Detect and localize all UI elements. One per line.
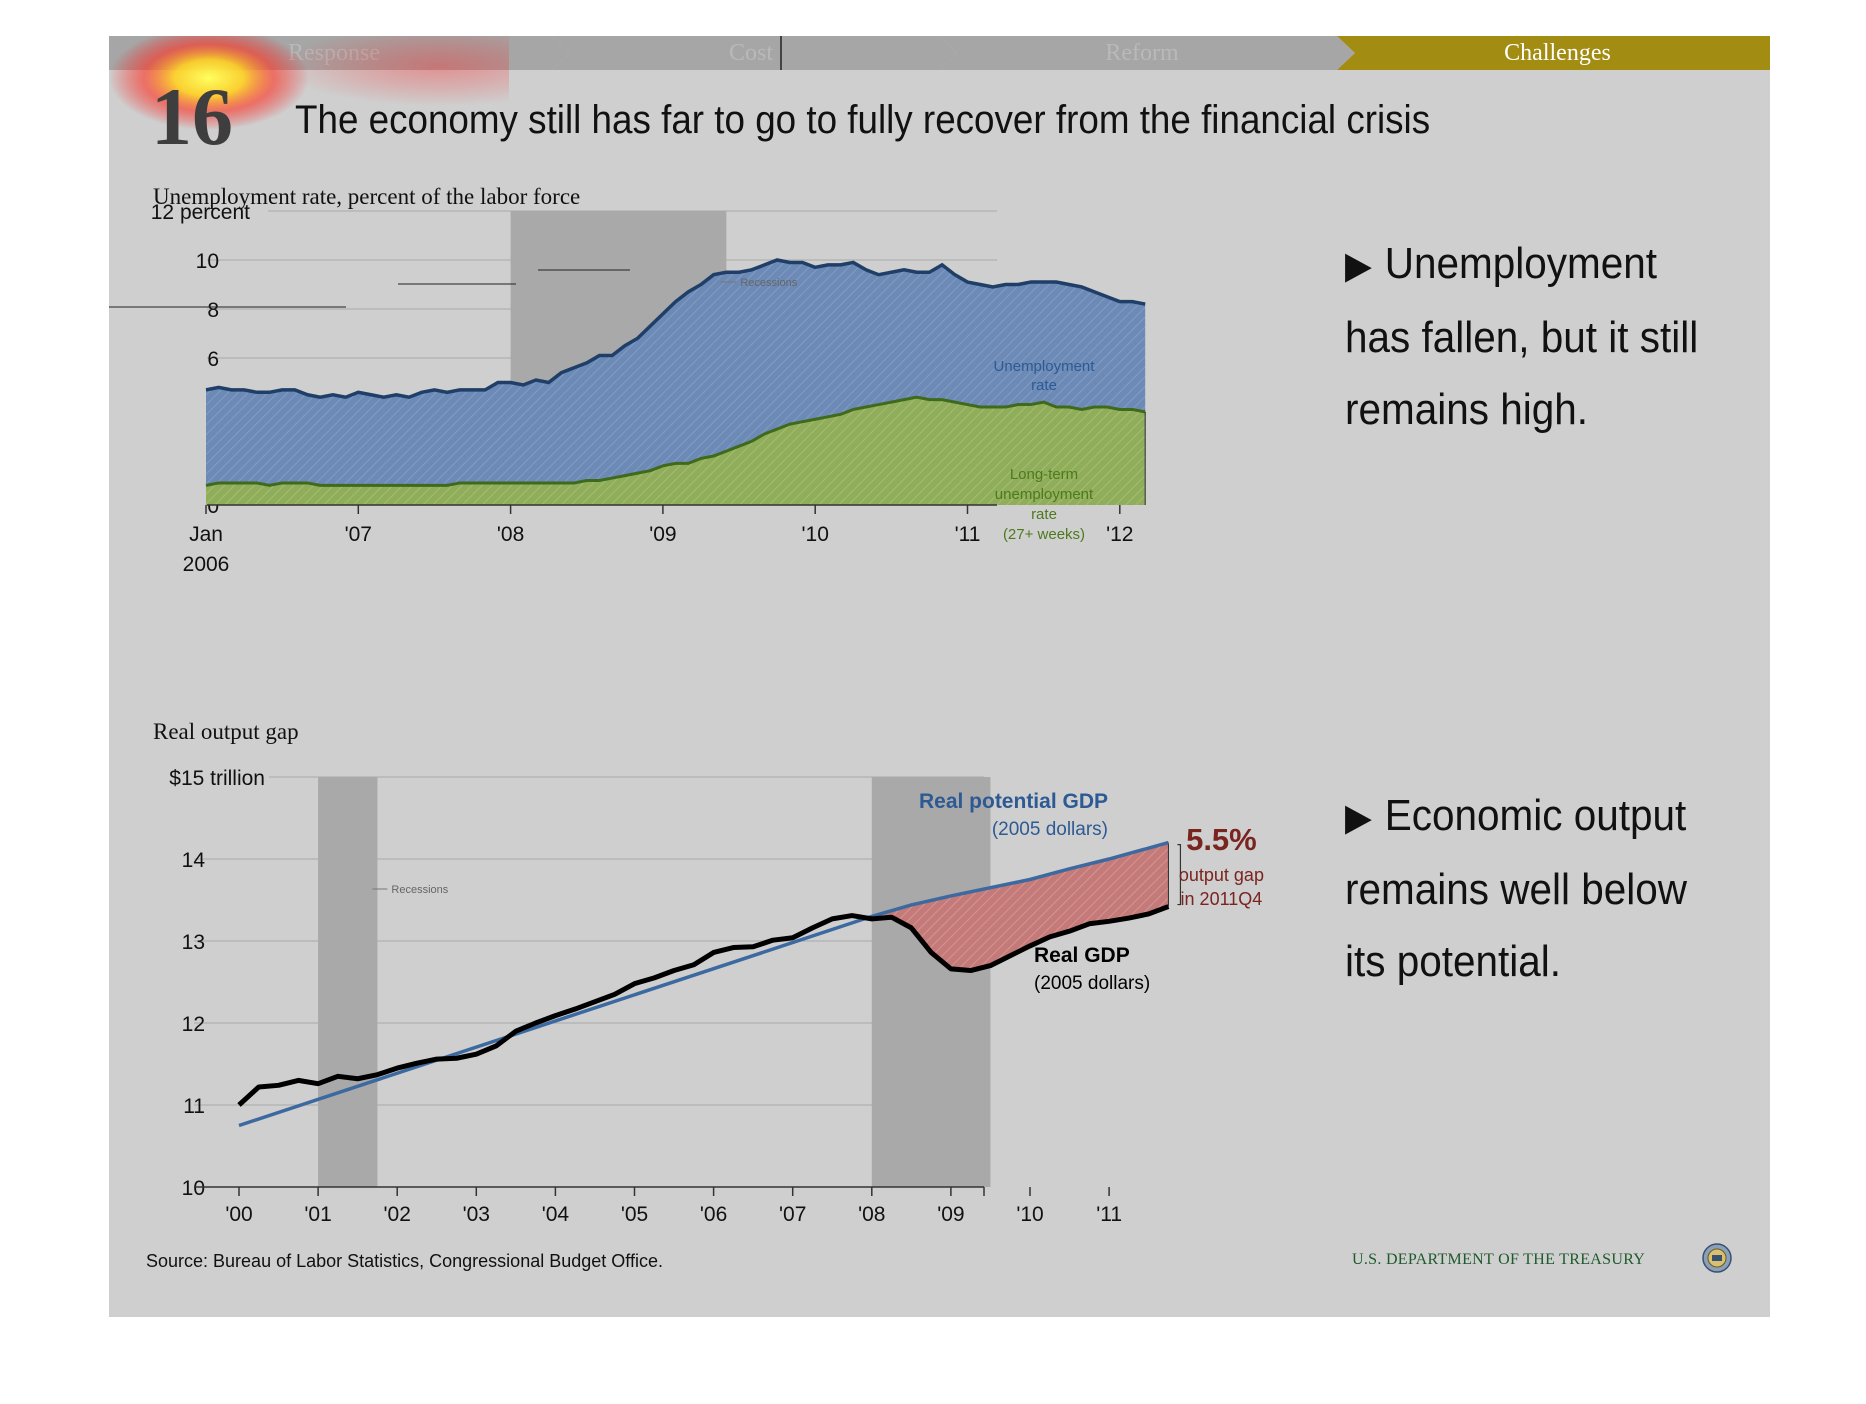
slide: Response Cost Reform Challenges 16 The e…: [109, 36, 1770, 1317]
x-tick-label: '07: [779, 1203, 806, 1226]
y-tick-label: 10: [196, 250, 219, 273]
bullet-unemployment: ▶ Unemployment has fallen, but it still r…: [1345, 228, 1713, 446]
longterm-line: [205, 395, 1146, 487]
real-gdp-sublabel: (2005 dollars): [1034, 973, 1150, 994]
x-tick-label: '10: [1016, 1203, 1043, 1226]
x-tick-label: '03: [463, 1203, 490, 1226]
longterm-series-label: (27+ weeks): [1003, 526, 1085, 543]
nav-tab-reform[interactable]: [939, 36, 1355, 70]
y-tick-label: 6: [207, 348, 219, 371]
x-tick-label: '01: [304, 1203, 331, 1226]
x-tick-label: '12: [1106, 523, 1133, 546]
unemployment-series-label: rate: [1031, 377, 1057, 394]
potential-gdp-label: Real potential GDP: [919, 790, 1108, 813]
nav-tab-cost[interactable]: [552, 36, 957, 70]
output-gap-label: output gap: [1179, 865, 1264, 885]
bullet-output-text: Economic output remains well below its p…: [1345, 791, 1687, 986]
y-tick-label: 14: [182, 849, 206, 872]
bullet-arrow-icon: ▶: [1345, 797, 1372, 839]
longterm-series-label: Long-term: [1010, 466, 1078, 483]
x-tick-label: '11: [1096, 1203, 1122, 1226]
recession-label: Recessions: [391, 884, 448, 896]
longterm-area: [206, 397, 1146, 505]
y-tick-label: 0: [207, 495, 219, 518]
recession-band: [871, 777, 991, 1187]
y-tick-label: 8: [207, 299, 219, 322]
longterm-series-label: unemployment: [995, 486, 1094, 503]
y-tick-label: 11: [183, 1095, 205, 1118]
unemployment-series-label: Unemployment: [994, 358, 1096, 375]
x-tick-label: '08: [858, 1203, 885, 1226]
bullet-output: ▶ Economic output remains well below its …: [1345, 780, 1713, 998]
potential-gdp-line: [238, 840, 1169, 1128]
slide-title: The economy still has far to go to fully…: [295, 98, 1431, 142]
nav-label-reform[interactable]: Reform: [1105, 40, 1179, 66]
agency-name: U.S. DEPARTMENT OF THE TREASURY: [1352, 1251, 1646, 1268]
x-tick-label: '09: [937, 1203, 964, 1226]
output-gap-area: [871, 842, 1169, 971]
unemployment-chart-title: Unemployment rate, percent of the labor …: [153, 184, 581, 209]
nav-tab-challenges[interactable]: [1337, 36, 1770, 70]
y-tick-label: 12 percent: [151, 201, 250, 224]
x-tick-label: '04: [542, 1203, 570, 1226]
real-gdp-label: Real GDP: [1034, 944, 1130, 967]
longterm-series-label: rate: [1031, 506, 1057, 523]
treasury-seal-icon: [1702, 1243, 1732, 1273]
potential-gdp-sublabel: (2005 dollars): [992, 819, 1108, 840]
real-gdp-line: [237, 904, 1170, 1107]
unemployment-line: [205, 258, 1146, 400]
y-tick-label: 13: [182, 931, 205, 954]
x-tick-label: '09: [649, 523, 676, 546]
slide-number: 16: [151, 71, 233, 162]
y-tick-label: $15 trillion: [169, 767, 265, 790]
nav-label-challenges[interactable]: Challenges: [1504, 40, 1611, 66]
x-tick-label: Jan: [189, 523, 223, 546]
gap-bracket: [1177, 844, 1182, 906]
bullet-arrow-icon: ▶: [1345, 245, 1372, 287]
unemployment-chart: 024681012 percentJan2006'07'08'09'10'11'…: [109, 201, 1264, 1226]
x-tick-label: '00: [225, 1203, 252, 1226]
x-tick-sublabel: 2006: [183, 553, 230, 576]
y-tick-label: 10: [182, 1177, 205, 1200]
x-tick-label: '02: [384, 1203, 411, 1226]
x-tick-label: '10: [802, 523, 829, 546]
nav-label-cost[interactable]: Cost: [728, 40, 773, 66]
x-tick-label: '08: [497, 523, 524, 546]
output-gap-label: in 2011Q4: [1181, 889, 1263, 909]
output-gap-value: 5.5%: [1186, 822, 1257, 857]
recession-band: [318, 777, 378, 1187]
source-note: Source: Bureau of Labor Statistics, Cong…: [146, 1251, 663, 1271]
recession-label: Recessions: [740, 277, 797, 289]
y-tick-label: 12: [182, 1013, 205, 1036]
x-tick-label: '07: [345, 523, 372, 546]
gdp-chart-title: Real output gap: [153, 719, 299, 744]
bullet-unemployment-text: Unemployment has fallen, but it still re…: [1345, 239, 1699, 434]
x-tick-label: '11: [955, 523, 981, 546]
x-tick-label: '06: [700, 1203, 727, 1226]
x-tick-label: '05: [621, 1203, 648, 1226]
